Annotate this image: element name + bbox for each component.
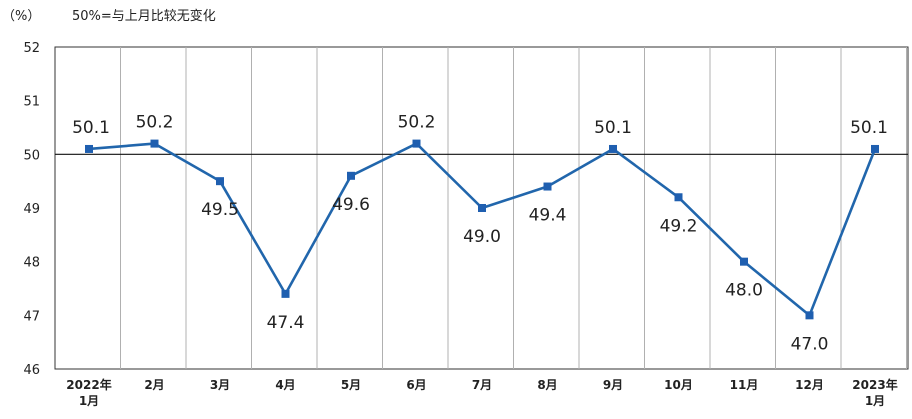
data-point-marker [740, 257, 748, 266]
x-tick-label: 8月 [537, 378, 557, 392]
x-tick-label: 10月 [664, 378, 693, 392]
x-tick-label: 2022年 1月 [66, 377, 111, 408]
series-markers [85, 139, 879, 320]
data-point-marker [150, 139, 159, 148]
data-point-marker [85, 144, 93, 153]
data-label: 49.2 [660, 216, 698, 236]
data-point-marker [543, 182, 552, 191]
data-point-marker [871, 144, 879, 153]
data-label: 48.0 [725, 281, 763, 301]
x-tick-label: 5月 [341, 378, 361, 392]
data-point-marker [216, 177, 224, 186]
chart-note: 50%=与上月比较无变化 [72, 8, 216, 24]
data-label: 50.1 [850, 118, 888, 138]
data-label: 47.0 [791, 334, 829, 354]
y-axis-ticks: 46 47 48 49 50 51 52 [23, 41, 40, 378]
data-point-marker [281, 289, 290, 298]
data-point-marker [412, 139, 421, 148]
data-label: 50.1 [72, 118, 110, 138]
x-tick-label: 7月 [472, 378, 492, 392]
y-tick-label: 52 [23, 41, 40, 56]
data-point-marker [478, 204, 486, 212]
data-label: 49.0 [463, 227, 501, 247]
x-tick-label: 11月 [730, 378, 759, 392]
x-tick-label: 2023年 1月 [852, 377, 897, 408]
data-point-marker [674, 193, 683, 202]
plot-border [54, 46, 909, 370]
data-label: 49.4 [529, 206, 567, 226]
vertical-gridlines [120, 47, 907, 369]
y-tick-label: 46 [23, 363, 40, 378]
x-tick-label: 9月 [603, 378, 623, 392]
data-label: 50.1 [594, 118, 632, 138]
x-tick-label: 4月 [275, 378, 295, 392]
x-tick-label: 3月 [210, 378, 230, 392]
y-tick-label: 47 [23, 309, 40, 324]
y-tick-label: 48 [23, 256, 40, 271]
data-label: 49.6 [332, 195, 370, 215]
data-label: 50.2 [398, 113, 436, 133]
data-point-marker [805, 311, 814, 320]
x-tick-label: 6月 [406, 378, 426, 392]
x-tick-label: 12月 [795, 378, 824, 392]
data-labels: 50.1 50.2 49.5 47.4 49.6 50.2 49.0 49.4 50.1 49.2… [72, 113, 888, 355]
y-tick-label: 50 [23, 148, 40, 163]
data-label: 47.4 [267, 313, 305, 333]
x-axis-ticks: 2022年 1月 2月 3月 4月 5月 6月 7月 8月 9月 10月 11月 12月 2023年 1月 [66, 377, 897, 408]
data-label: 49.5 [201, 200, 239, 220]
data-point-marker [347, 171, 355, 180]
x-tick-label: 2月 [144, 378, 164, 392]
plot-area [54, 46, 909, 370]
data-label: 50.2 [136, 113, 174, 133]
y-tick-label: 49 [23, 202, 40, 217]
y-unit-label: （%） [2, 9, 40, 24]
data-point-marker [609, 144, 617, 153]
y-tick-label: 51 [23, 95, 40, 110]
